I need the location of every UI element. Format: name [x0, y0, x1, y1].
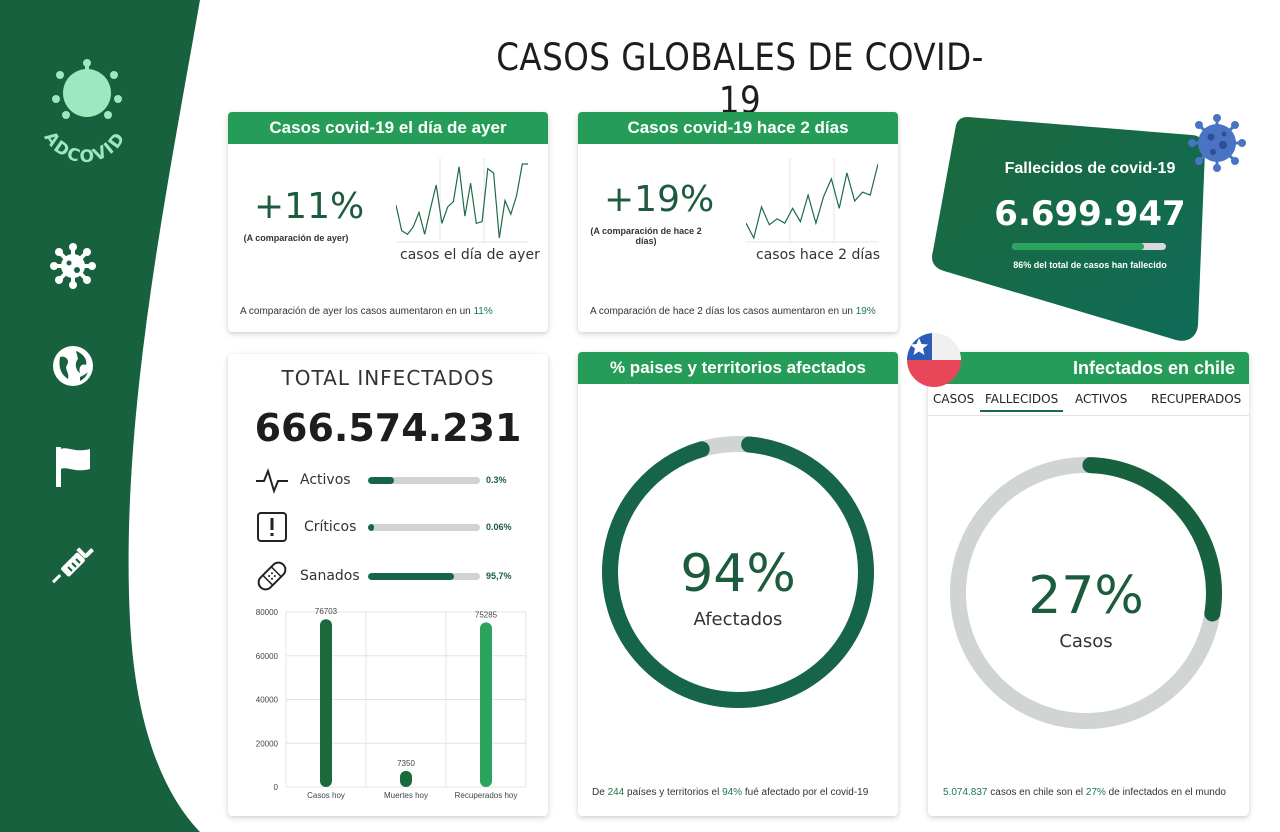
- chile-tabs: CASOS FALLECIDOS ACTIVOS RECUPERADOS: [928, 384, 1249, 416]
- page-title: CASOS GLOBALES DE COVID-19: [496, 36, 984, 122]
- two-days-percent: +19%: [604, 179, 715, 220]
- x-tick-label: Recuperados hoy: [455, 791, 518, 800]
- data-label: 7350: [397, 759, 415, 768]
- stat-row-activos: Activos 0.3%: [254, 465, 524, 495]
- stat-bar-fill: [368, 573, 455, 580]
- stat-row-sanados: Sanados 95,7%: [254, 561, 524, 591]
- tab-recuperados[interactable]: RECUPERADOS: [1151, 392, 1242, 406]
- chile-percent: 27%: [1028, 566, 1144, 626]
- deaths-title: Fallecidos de covid-19: [1004, 160, 1176, 177]
- chile-donut-arc: [950, 457, 1222, 729]
- deaths-subtitle: 86% del total de casos han fallecido: [1013, 260, 1167, 270]
- tab-activos[interactable]: ACTIVOS: [1075, 392, 1128, 406]
- sidebar: [0, 0, 200, 832]
- stat-bar-fill: [368, 477, 394, 484]
- two-days-subtitle: (A comparación de hace 2 días): [590, 226, 702, 246]
- stat-label: Críticos: [304, 519, 357, 535]
- chile-flag-icon: [907, 333, 961, 387]
- yesterday-footer: A comparación de ayer los casos aumentar…: [240, 306, 493, 317]
- countries-footer: De 244 países y territorios el 94% fué a…: [592, 787, 869, 798]
- chile-footer: 5.074.837 casos en chile son el 27% de i…: [943, 787, 1226, 798]
- bar-2: [400, 770, 412, 787]
- total-infected-card: [228, 354, 548, 816]
- yesterday-card: Casos covid-19 el día de ayer: [228, 112, 548, 332]
- stat-bar: [368, 573, 480, 580]
- two-days-sparkline: [746, 158, 878, 243]
- stat-value: 0.3%: [486, 475, 507, 485]
- chile-card-header: Infectados en chile: [928, 352, 1249, 384]
- tab-fallecidos[interactable]: FALLECIDOS: [980, 392, 1064, 412]
- yesterday-percent: +11%: [254, 186, 365, 227]
- chile-label: Casos: [1059, 631, 1113, 652]
- flag-icon[interactable]: [50, 443, 96, 489]
- y-tick-label: 60000: [256, 652, 279, 661]
- countries-card-header: % paises y territorios afectados: [578, 352, 898, 384]
- total-infected-title: TOTAL INFECTADOS: [281, 366, 495, 390]
- countries-card: % paises y territorios afectados: [578, 352, 898, 816]
- countries-percent: 94%: [680, 544, 796, 604]
- globe-icon[interactable]: [50, 343, 96, 389]
- deaths-progress-bar: [1012, 243, 1166, 250]
- yesterday-sparkline: [396, 158, 528, 243]
- svg-text:ADCOVID: ADCOVID: [40, 128, 131, 165]
- deaths-number: 6.699.947: [994, 194, 1186, 234]
- two-days-footer: A comparación de hace 2 días los casos a…: [590, 306, 876, 317]
- countries-donut-arc: [602, 436, 874, 708]
- x-tick-label: Muertes hoy: [384, 791, 428, 800]
- alert-icon: [257, 512, 287, 542]
- y-tick-label: 0: [274, 783, 279, 792]
- stat-value: 0.06%: [486, 522, 512, 532]
- deaths-card: [932, 117, 1206, 341]
- stat-bar: [368, 477, 480, 484]
- stat-bar: [368, 524, 480, 531]
- stat-bar-fill: [368, 524, 374, 531]
- bar-1: [320, 619, 332, 787]
- yesterday-card-header: Casos covid-19 el día de ayer: [228, 112, 548, 144]
- countries-label: Afectados: [693, 609, 783, 630]
- stat-row-criticos: Críticos 0.06%: [254, 512, 524, 542]
- activity-icon: [256, 467, 288, 495]
- x-tick-label: Casos hoy: [307, 791, 345, 800]
- tab-casos[interactable]: CASOS: [933, 392, 975, 406]
- syringe-icon[interactable]: [50, 543, 96, 589]
- two-days-card: Casos covid-19 hace 2 días: [578, 112, 898, 332]
- y-tick-label: 40000: [256, 696, 279, 705]
- two-days-card-header: Casos covid-19 hace 2 días: [578, 112, 898, 144]
- virus-blue-icon: [1188, 114, 1246, 172]
- stat-value: 95,7%: [486, 571, 512, 581]
- data-label: 75285: [475, 610, 498, 619]
- countries-donut: [602, 436, 874, 708]
- chile-donut: [950, 457, 1222, 729]
- bar-3: [480, 622, 492, 787]
- stat-label: Sanados: [300, 568, 360, 584]
- bandage-icon: [257, 561, 287, 591]
- yesterday-subtitle: (A comparación de ayer): [243, 233, 349, 243]
- deaths-progress-fill: [1012, 243, 1145, 250]
- chile-card: Infectados en chile: [928, 352, 1249, 816]
- logo-text: ADCOVID: [40, 128, 129, 165]
- adcovid-logo: ADCOVID: [40, 59, 131, 165]
- y-tick-label: 20000: [256, 739, 279, 748]
- total-infected-number: 666.574.231: [254, 406, 522, 450]
- data-label: 76703: [315, 607, 338, 616]
- virus-icon[interactable]: [50, 243, 96, 289]
- stat-label: Activos: [300, 472, 351, 488]
- cases-bar-chart: 0 20000 40000 60000 80000 76703 Casos hoy 7350 M…: [256, 607, 527, 800]
- yesterday-spark-label: casos el día de ayer: [400, 247, 540, 263]
- y-tick-label: 80000: [256, 608, 279, 617]
- two-days-spark-label: casos hace 2 días: [756, 247, 881, 263]
